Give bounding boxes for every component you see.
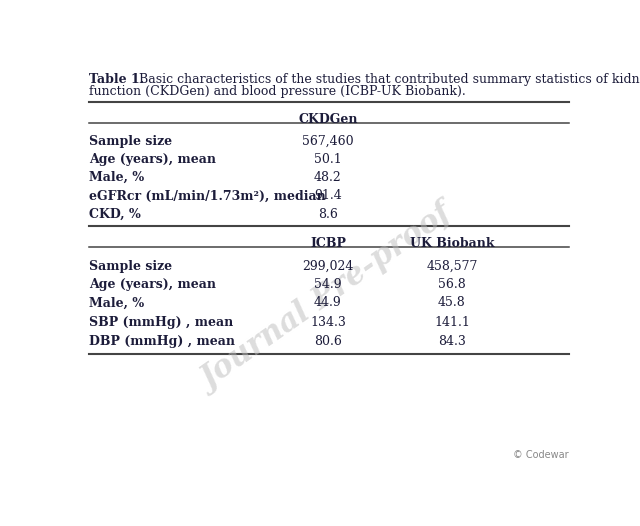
Text: 134.3: 134.3 [310, 316, 346, 329]
Text: 84.3: 84.3 [438, 335, 466, 348]
Text: © Codewar: © Codewar [513, 450, 568, 460]
Text: 567,460: 567,460 [302, 135, 354, 148]
Text: 44.9: 44.9 [314, 297, 342, 309]
Text: Journal Pre-proof: Journal Pre-proof [196, 199, 460, 397]
Text: Sample size: Sample size [89, 135, 172, 148]
Text: 299,024: 299,024 [302, 259, 354, 272]
Text: DBP (mmHg) , mean: DBP (mmHg) , mean [89, 335, 235, 348]
Text: CKD, %: CKD, % [89, 208, 141, 221]
Text: Male, %: Male, % [89, 171, 144, 184]
Text: 8.6: 8.6 [318, 208, 338, 221]
Text: 45.8: 45.8 [438, 297, 466, 309]
Text: eGFRcr (mL/min/1.73m²), median: eGFRcr (mL/min/1.73m²), median [89, 189, 326, 203]
Text: Age (years), mean: Age (years), mean [89, 153, 216, 166]
Text: 91.4: 91.4 [314, 189, 342, 203]
Text: UK Biobank: UK Biobank [410, 237, 494, 250]
Text: CKDGen: CKDGen [298, 113, 358, 126]
Text: ICBP: ICBP [310, 237, 346, 250]
Text: Basic characteristics of the studies that contributed summary statistics of kidn: Basic characteristics of the studies tha… [134, 73, 640, 86]
Text: 50.1: 50.1 [314, 153, 342, 166]
Text: 141.1: 141.1 [434, 316, 470, 329]
Text: 458,577: 458,577 [426, 259, 477, 272]
Text: Age (years), mean: Age (years), mean [89, 278, 216, 291]
Text: function (CKDGen) and blood pressure (ICBP-UK Biobank).: function (CKDGen) and blood pressure (IC… [89, 85, 466, 98]
Text: Sample size: Sample size [89, 259, 172, 272]
Text: 56.8: 56.8 [438, 278, 466, 291]
Text: 54.9: 54.9 [314, 278, 342, 291]
Text: 80.6: 80.6 [314, 335, 342, 348]
Text: Table 1.: Table 1. [89, 73, 144, 86]
Text: SBP (mmHg) , mean: SBP (mmHg) , mean [89, 316, 233, 329]
Text: Male, %: Male, % [89, 297, 144, 309]
Text: 48.2: 48.2 [314, 171, 342, 184]
